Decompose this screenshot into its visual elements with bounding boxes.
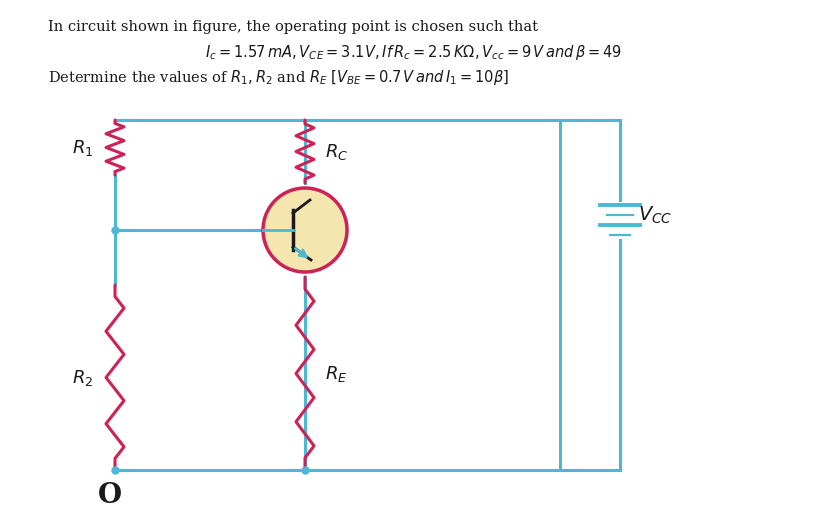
Text: $R_C$: $R_C$ [325, 142, 348, 162]
Text: $R_E$: $R_E$ [325, 364, 347, 384]
Text: $R_1$: $R_1$ [71, 137, 93, 157]
Text: $R_2$: $R_2$ [72, 367, 93, 387]
Circle shape [263, 188, 347, 272]
Text: $I_c = 1.57\, mA, V_{CE} = 3.1V, If\, R_c = 2.5\, K\Omega, V_{cc} = 9\,V\,  and\: $I_c = 1.57\, mA, V_{CE} = 3.1V, If\, R_… [205, 43, 622, 62]
Text: O: O [98, 482, 122, 509]
Text: In circuit shown in figure, the operating point is chosen such that: In circuit shown in figure, the operatin… [48, 20, 538, 34]
Text: $V_{CC}$: $V_{CC}$ [638, 205, 672, 226]
Text: Determine the values of $R_1, R_2$ and $R_E$ $[V_{BE} = 0.7\, V\,  and\, I_1 = 1: Determine the values of $R_1, R_2$ and $… [48, 68, 509, 87]
